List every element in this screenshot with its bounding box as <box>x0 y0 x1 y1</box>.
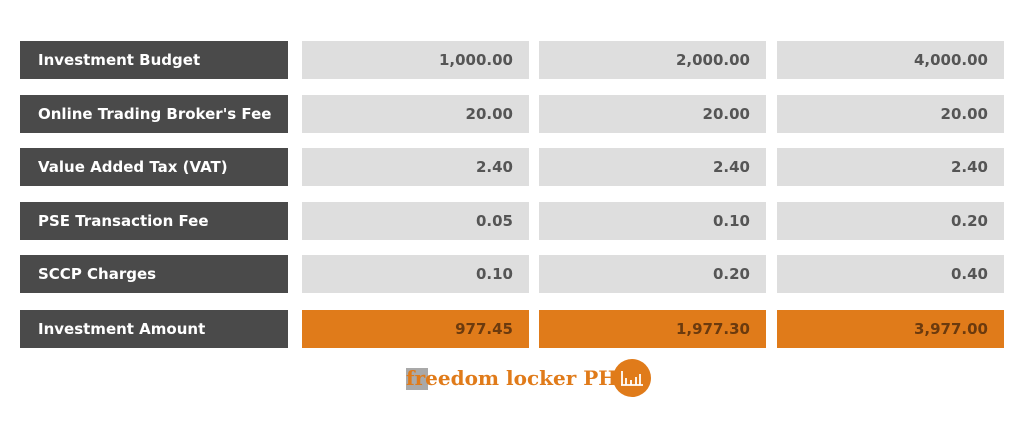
value-cell: 0.10 <box>302 255 529 293</box>
value-cell: 2.40 <box>302 148 529 186</box>
logo-highlight <box>406 368 428 390</box>
row-label: Online Trading Broker's Fee <box>20 95 288 133</box>
row-label: Value Added Tax (VAT) <box>20 148 288 186</box>
row-label: Investment Budget <box>20 41 288 79</box>
row-label: SCCP Charges <box>20 255 288 293</box>
logo-text: freedom locker PH <box>406 366 618 390</box>
value-cell: 0.05 <box>302 202 529 240</box>
logo-icon <box>613 359 651 397</box>
value-cell: 2,000.00 <box>539 41 766 79</box>
value-cell: 1,000.00 <box>302 41 529 79</box>
value-cell: 4,000.00 <box>777 41 1004 79</box>
value-cell: 0.20 <box>539 255 766 293</box>
logo: freedom locker PH <box>406 364 617 392</box>
value-cell: 0.20 <box>777 202 1004 240</box>
value-cell: 2.40 <box>539 148 766 186</box>
value-cell: 0.40 <box>777 255 1004 293</box>
value-cell: 977.45 <box>302 310 529 348</box>
value-cell: 0.10 <box>539 202 766 240</box>
value-cell: 2.40 <box>777 148 1004 186</box>
value-cell: 20.00 <box>777 95 1004 133</box>
value-cell: 20.00 <box>539 95 766 133</box>
row-label: Investment Amount <box>20 310 288 348</box>
row-label: PSE Transaction Fee <box>20 202 288 240</box>
value-cell: 3,977.00 <box>777 310 1004 348</box>
value-cell: 20.00 <box>302 95 529 133</box>
value-cell: 1,977.30 <box>539 310 766 348</box>
